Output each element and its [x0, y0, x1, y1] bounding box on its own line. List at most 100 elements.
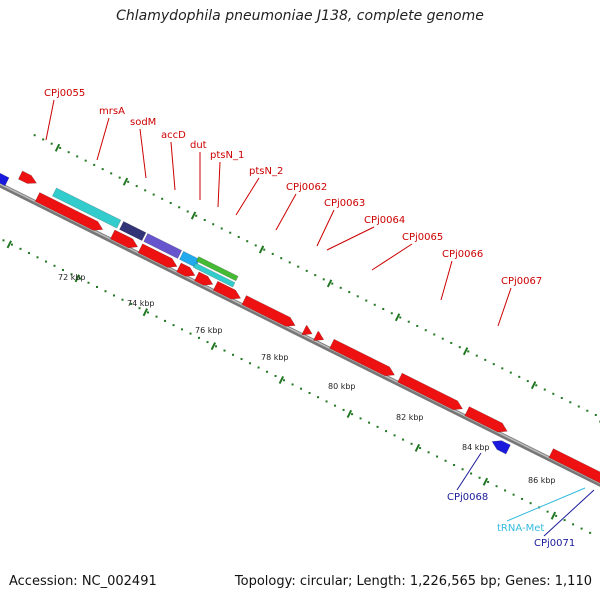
lower-track-dot [436, 455, 439, 458]
leader-cpj0066 [440, 260, 453, 301]
upper-track-dot [339, 286, 342, 289]
lower-track-dot [164, 319, 167, 322]
lower-track-dot [147, 311, 150, 314]
lower-track-dot [487, 480, 490, 483]
upper-track-dot [110, 172, 113, 175]
scale-ticks: 72 kbp 74 kbp 76 kbp 78 kbp 80 kbp 82 kbp 84 k… [58, 273, 556, 485]
genome-backbone [0, 182, 600, 487]
gene-red-b [109, 229, 139, 249]
lower-track-tick [210, 342, 217, 351]
scale-tick-label: 82 kbp [396, 413, 424, 422]
upper-track-dot [535, 384, 538, 387]
upper-track-dot [101, 168, 104, 171]
leader-sodm [139, 128, 147, 179]
lower-track-dot [113, 294, 116, 297]
upper-track-tick [530, 381, 537, 390]
lower-track-dot [359, 417, 362, 420]
gene-red-a [34, 192, 104, 231]
upper-track-dot [322, 278, 325, 281]
upper-track-dot [586, 409, 589, 412]
tick-dots [2, 134, 600, 534]
lower-track-dot [461, 468, 464, 471]
upper-track-dot [50, 142, 53, 145]
upper-track-dot [288, 261, 291, 264]
leader-trna-met [506, 487, 586, 522]
leader-cpj0063 [316, 209, 335, 247]
lower-track-dot [385, 430, 388, 433]
upper-track-dot [135, 185, 138, 188]
gene-features [0, 170, 600, 484]
lower-track-dot [96, 285, 99, 288]
upper-track-dot [203, 219, 206, 222]
lower-track-dot [317, 396, 320, 399]
upper-track-tick [394, 313, 401, 322]
upper-track-dot [186, 210, 189, 213]
upper-track-dot [526, 380, 529, 383]
lower-track-dot [172, 324, 175, 327]
lower-track-dot [495, 485, 498, 488]
lower-track-tick [482, 477, 489, 486]
leader-cpj0068 [456, 452, 482, 491]
upper-track-tick [190, 211, 197, 220]
label-cpj0062: CPj0062 [286, 182, 327, 193]
upper-track-dot [399, 316, 402, 319]
lower-track-dot [70, 273, 73, 276]
lower-track-dot [274, 375, 277, 378]
upper-track-dot [509, 371, 512, 374]
lower-track-dot [589, 531, 592, 534]
label-sodm: sodM [130, 117, 156, 128]
leader-ptsn_1 [217, 161, 221, 208]
upper-track-dot [67, 151, 70, 154]
upper-track-dot [195, 214, 198, 217]
leader-cpj0071 [543, 489, 595, 537]
lower-track-dot [427, 451, 430, 454]
upper-track-dot [161, 197, 164, 200]
upper-track-dot [543, 388, 546, 391]
upper-track-dot [348, 291, 351, 294]
upper-track-dot [212, 223, 215, 226]
upper-track-dot [407, 320, 410, 323]
gene-labels: CPj0055mrsAsodMaccDdutptsN_1ptsN_2CPj006… [44, 88, 575, 549]
lower-track-dot [529, 502, 532, 505]
label-cpj0066: CPj0066 [442, 249, 483, 260]
gene-cpj0063 [301, 325, 313, 336]
lower-track-dot [181, 328, 184, 331]
upper-track-dot [450, 341, 453, 344]
gene-cpj0064 [313, 330, 325, 341]
upper-track-dot [577, 405, 580, 408]
label-dut: dut [190, 140, 207, 151]
lower-track-dot [2, 239, 5, 242]
upper-track-dot [382, 308, 385, 311]
gene-cpj0062 [241, 295, 296, 327]
lower-track-dot [232, 353, 235, 356]
upper-track-dot [458, 346, 461, 349]
label-cpj0063: CPj0063 [324, 198, 365, 209]
scale-tick-label: 78 kbp [261, 353, 289, 362]
leader-ptsn_2 [235, 177, 260, 216]
upper-track-dot [484, 358, 487, 361]
lower-track-dot [10, 243, 13, 246]
lower-track-dot [410, 442, 413, 445]
upper-track-dot [59, 146, 62, 149]
gene-ptsn-2 [192, 262, 236, 288]
lower-track-dot [342, 408, 345, 411]
lower-track-dot [155, 315, 158, 318]
genome-summary: Topology: circular; Length: 1,226,565 bp… [234, 574, 592, 589]
upper-track-dot [314, 274, 317, 277]
gene-accd [143, 233, 183, 259]
leader-cpj0067 [497, 287, 512, 327]
lower-track-dot [198, 336, 201, 339]
lower-track-dot [223, 349, 226, 352]
upper-track-dot [280, 257, 283, 260]
upper-track-dot [152, 193, 155, 196]
upper-track-tick [462, 347, 469, 356]
lower-track-dot [308, 391, 311, 394]
lower-track-tick [414, 443, 421, 452]
lower-track-dot [504, 489, 507, 492]
upper-track-dot [467, 350, 470, 353]
map-title: Chlamydophila pneumoniae J138, complete … [116, 8, 484, 24]
upper-track-dot [365, 299, 368, 302]
scale-tick-label: 76 kbp [195, 326, 223, 335]
lower-track-dot [79, 277, 82, 280]
upper-track-dot [475, 354, 478, 357]
